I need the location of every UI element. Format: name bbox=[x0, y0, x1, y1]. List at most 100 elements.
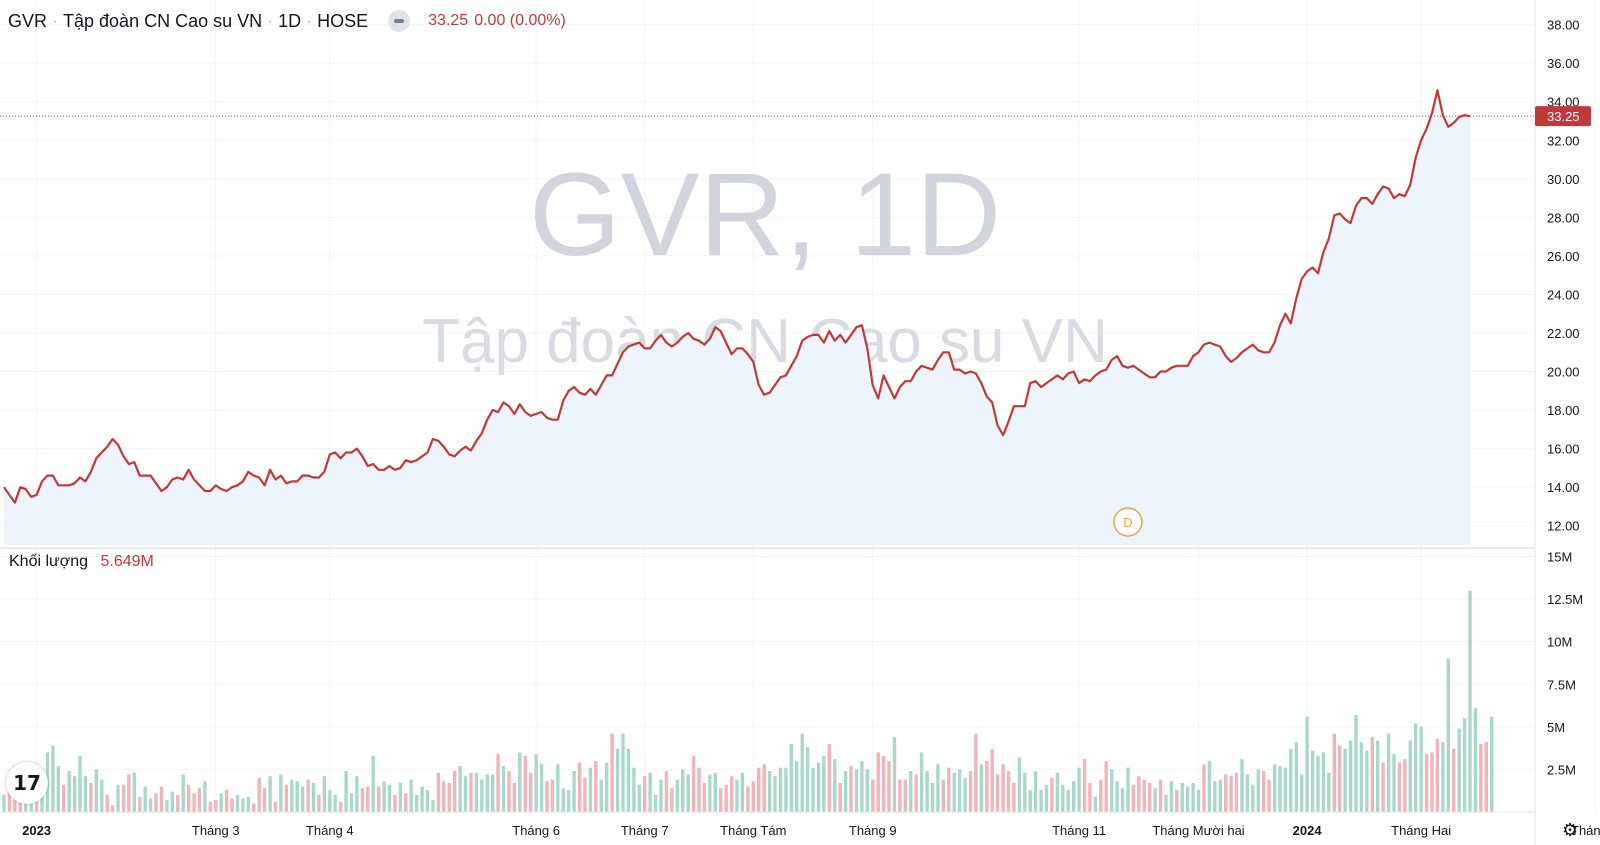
volume-bar bbox=[1028, 789, 1032, 812]
volume-tick-label: 10M bbox=[1547, 635, 1572, 650]
volume-bar bbox=[284, 784, 289, 812]
volume-bar bbox=[561, 788, 565, 812]
volume-bar bbox=[295, 781, 299, 812]
volume-bar bbox=[382, 781, 386, 812]
y-tick-label: 30.00 bbox=[1547, 172, 1580, 187]
volume-bar bbox=[691, 755, 696, 812]
volume-bar bbox=[968, 771, 973, 812]
volume-bar bbox=[1110, 769, 1114, 812]
volume-bar bbox=[300, 786, 305, 812]
volume-bar bbox=[176, 795, 180, 812]
volume-bar bbox=[186, 784, 191, 812]
volume-bar bbox=[686, 774, 690, 812]
volume-bar bbox=[843, 771, 848, 812]
volume-bar bbox=[138, 796, 142, 812]
volume-bar bbox=[442, 781, 446, 812]
symbol[interactable]: GVR bbox=[8, 10, 48, 31]
volume-bar bbox=[208, 801, 212, 812]
collapse-icon[interactable] bbox=[388, 10, 411, 32]
volume-bar bbox=[257, 777, 261, 812]
gear-icon[interactable]: ⚙ bbox=[1562, 820, 1579, 840]
volume-bar bbox=[1381, 762, 1385, 812]
volume-bar bbox=[833, 759, 837, 812]
x-tick-label: Tháng 11 bbox=[1052, 823, 1106, 838]
tradingview-logo-icon[interactable]: 17 bbox=[6, 762, 48, 804]
volume-bar bbox=[1033, 771, 1038, 812]
x-tick-label: 2024 bbox=[1293, 823, 1323, 838]
volume-bar bbox=[1186, 786, 1190, 812]
volume-bar bbox=[72, 776, 77, 812]
volume-bar bbox=[371, 755, 375, 812]
volume-bar bbox=[1484, 742, 1488, 812]
volume-bar bbox=[398, 783, 403, 812]
volume-bar bbox=[1457, 728, 1461, 812]
volume-bar bbox=[925, 771, 929, 812]
volume-bar bbox=[268, 776, 272, 812]
volume-bar bbox=[1196, 789, 1201, 812]
exchange: HOSE bbox=[317, 10, 369, 31]
x-tick-label: Tháng 4 bbox=[306, 823, 354, 838]
volume-bar bbox=[637, 784, 641, 812]
x-tick-label: Tháng Hai bbox=[1391, 823, 1451, 838]
volume-bar bbox=[507, 771, 511, 812]
volume-bar bbox=[708, 774, 712, 812]
volume-label: Khối lượng bbox=[9, 553, 89, 570]
volume-bar bbox=[1142, 779, 1146, 812]
volume-bar bbox=[1001, 764, 1005, 812]
volume-bar bbox=[279, 774, 283, 812]
volume-bar bbox=[653, 795, 658, 812]
volume-bar bbox=[1072, 781, 1076, 812]
volume-header: Khối lượng 5.649M bbox=[9, 553, 154, 571]
volume-bar bbox=[474, 772, 479, 812]
volume-bar bbox=[615, 749, 620, 812]
y-tick-label: 12.00 bbox=[1547, 519, 1580, 534]
volume-bar bbox=[121, 784, 126, 812]
dividend-marker-label: D bbox=[1123, 515, 1132, 530]
volume-bar bbox=[952, 772, 956, 812]
x-tick-label: Tháng Tám bbox=[720, 823, 786, 838]
volume-bar bbox=[1473, 708, 1478, 812]
volume-bar bbox=[1310, 750, 1315, 812]
volume-bar bbox=[1012, 783, 1016, 812]
volume-bar bbox=[957, 769, 962, 812]
volume-bar bbox=[713, 772, 717, 812]
interval[interactable]: 1D bbox=[278, 10, 302, 31]
volume-bar bbox=[1213, 781, 1217, 812]
volume-bar bbox=[1462, 718, 1467, 812]
volume-bar bbox=[681, 769, 685, 812]
volume-bar bbox=[805, 747, 810, 812]
volume-bar bbox=[898, 779, 902, 812]
volume-bar bbox=[458, 766, 462, 812]
volume-bar bbox=[246, 796, 251, 812]
volume-bar bbox=[849, 766, 853, 812]
volume-bar bbox=[1408, 740, 1412, 812]
volume-bar bbox=[241, 798, 245, 812]
volume-bar bbox=[491, 774, 495, 812]
volume-bar bbox=[838, 783, 842, 812]
volume-bar bbox=[420, 786, 424, 812]
volume-bar bbox=[339, 801, 343, 812]
volume-bar bbox=[1023, 772, 1027, 812]
volume-bar bbox=[892, 737, 897, 812]
volume-bar bbox=[1218, 779, 1222, 812]
volume-bar bbox=[881, 755, 886, 812]
volume-bar bbox=[1376, 740, 1380, 812]
volume-bar bbox=[1332, 733, 1336, 812]
volume-bar bbox=[1158, 779, 1163, 812]
volume-bar bbox=[377, 786, 381, 812]
y-tick-label: 26.00 bbox=[1547, 249, 1580, 264]
volume-bar bbox=[170, 791, 174, 812]
volume-bar bbox=[453, 771, 457, 812]
y-tick-label: 38.00 bbox=[1547, 18, 1580, 33]
volume-bar bbox=[197, 788, 202, 812]
volume-bar bbox=[702, 783, 707, 812]
volume-bar bbox=[1256, 769, 1260, 812]
y-tick-label: 36.00 bbox=[1547, 56, 1580, 71]
volume-bar bbox=[262, 788, 267, 812]
volume-bar bbox=[1088, 783, 1092, 812]
volume-bar bbox=[914, 774, 918, 812]
volume-bar bbox=[626, 749, 631, 812]
volume-bar bbox=[670, 788, 674, 812]
